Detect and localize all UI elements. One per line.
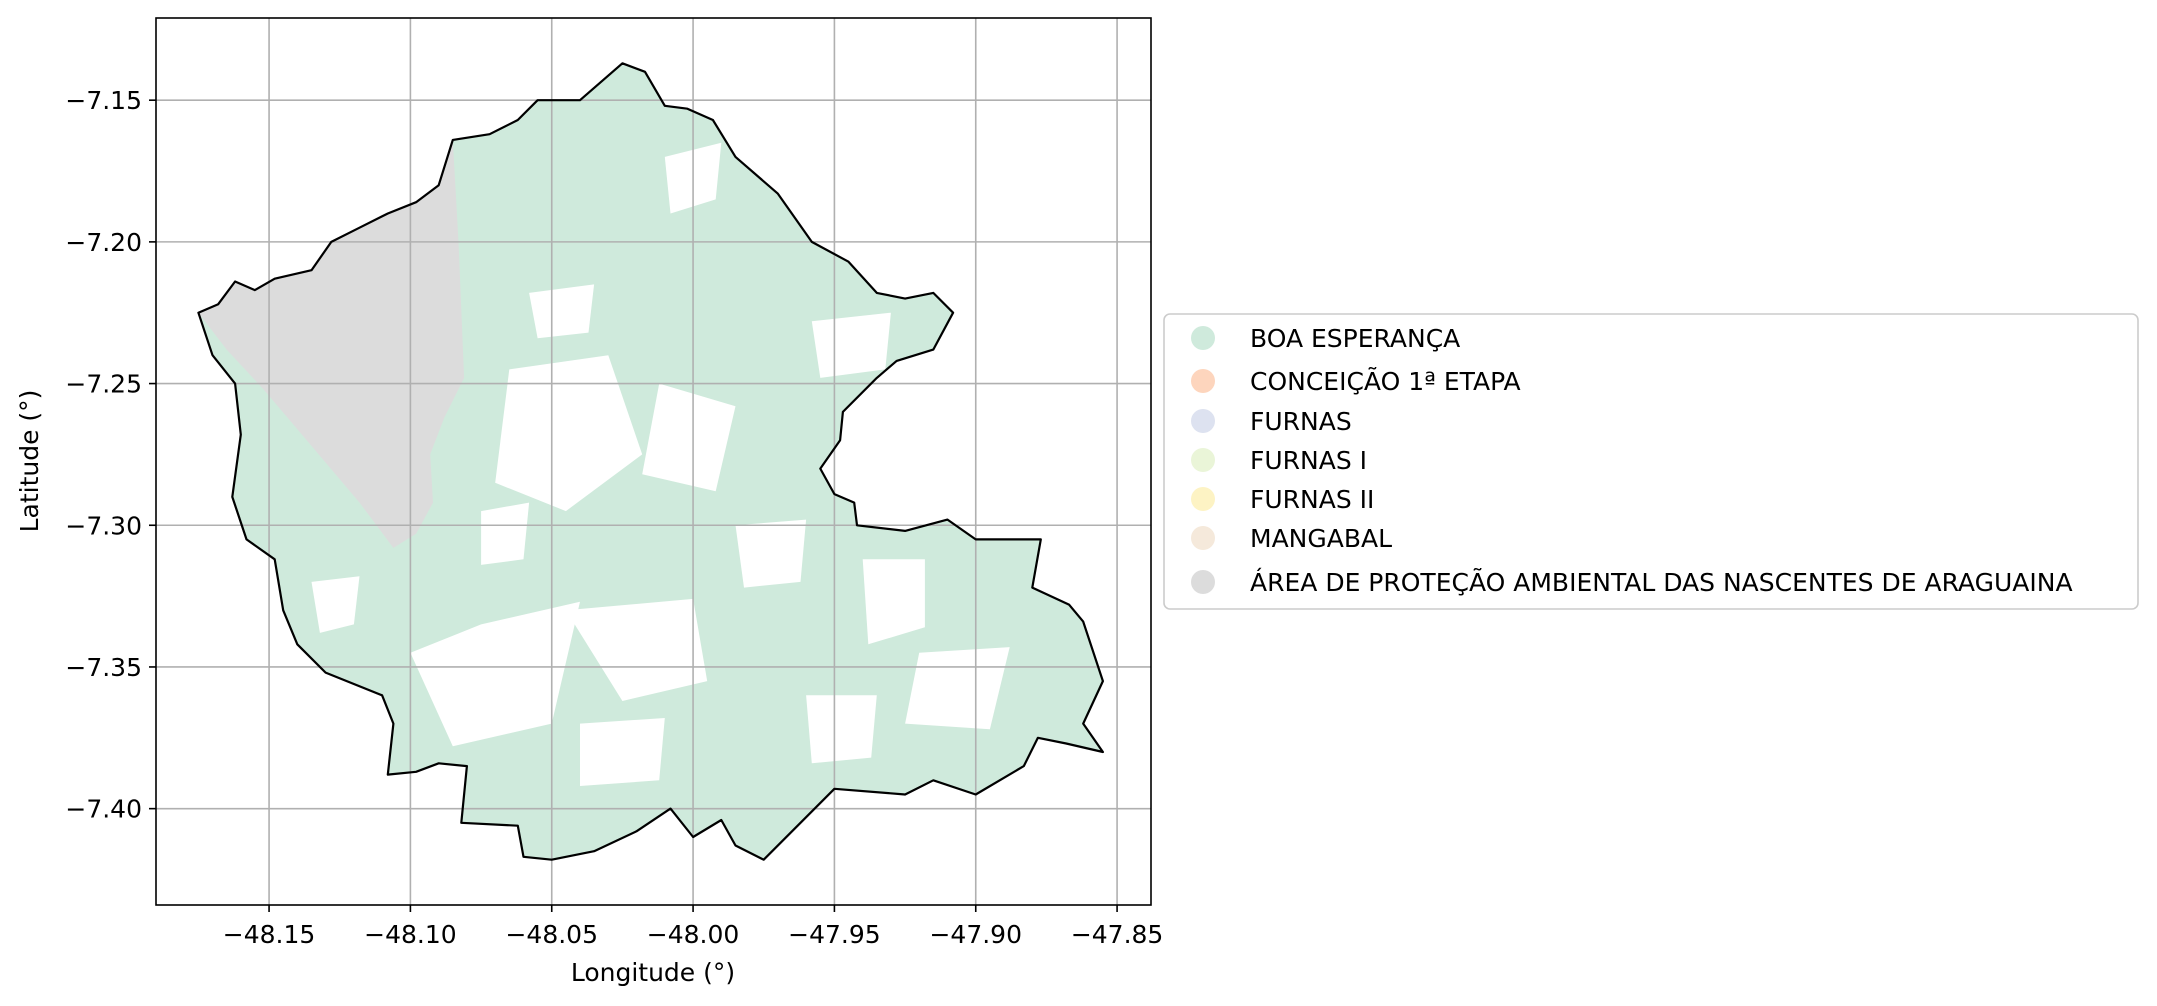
legend-label: FURNAS — [1250, 407, 1352, 436]
y-tick-label: −7.30 — [65, 511, 142, 540]
legend-marker — [1191, 487, 1215, 511]
unassigned-area — [410, 601, 580, 747]
unassigned-area — [529, 284, 595, 339]
axes-frame — [155, 17, 1152, 906]
ticks-layer: −48.15 −48.10 −48.05 −48.00 −47.95 −47.90 −47.… — [65, 86, 1163, 949]
legend-marker — [1191, 409, 1215, 433]
x-tick-label: −48.15 — [223, 920, 316, 949]
unassigned-area — [862, 559, 925, 645]
unassigned-area — [642, 383, 736, 492]
legend-marker — [1191, 448, 1215, 472]
legend-label: BOA ESPERANÇA — [1250, 324, 1460, 353]
legend: BOA ESPERANÇA CONCEIÇÃO 1ª ETAPA FURNAS FUR… — [1163, 313, 2139, 610]
x-tick-label: −48.10 — [364, 920, 457, 949]
legend-label: FURNAS I — [1250, 446, 1367, 475]
y-tick-label: −7.35 — [65, 653, 142, 682]
y-tick-label: −7.40 — [65, 795, 142, 824]
x-axis-label: Longitude (°) — [571, 958, 735, 987]
legend-items: BOA ESPERANÇA CONCEIÇÃO 1ª ETAPA FURNAS FUR… — [1191, 324, 2073, 597]
x-tick-label: −48.05 — [505, 920, 598, 949]
grid-layer — [156, 18, 1151, 905]
y-tick-label: −7.15 — [65, 86, 142, 115]
legend-marker — [1191, 570, 1215, 594]
unassigned-area — [565, 598, 708, 701]
legend-label: FURNAS II — [1250, 485, 1374, 514]
legend-label: ÁREA DE PROTEÇÃO AMBIENTAL DAS NASCENTES… — [1250, 567, 2073, 597]
y-axis-label: Latitude (°) — [15, 390, 44, 533]
map-fill-layer — [198, 63, 1103, 860]
legend-frame — [1163, 313, 2139, 610]
x-tick-label: −47.95 — [788, 920, 881, 949]
unassigned-area — [806, 695, 877, 764]
plot-area: −48.15 −48.10 −48.05 −48.00 −47.95 −47.90 −47.… — [65, 17, 1163, 949]
unassigned-area — [735, 519, 807, 588]
municipal-boundary-layer — [197, 62, 1105, 861]
x-tick-label: −47.90 — [929, 920, 1022, 949]
unassigned-area — [495, 355, 643, 512]
unassigned-area — [811, 312, 891, 378]
legend-label: CONCEIÇÃO 1ª ETAPA — [1250, 366, 1521, 396]
unassigned-area — [311, 576, 360, 633]
legend-marker — [1191, 526, 1215, 550]
unassigned-area — [580, 718, 665, 786]
legend-label: MANGABAL — [1250, 524, 1392, 553]
x-tick-label: −48.00 — [647, 920, 740, 949]
unassigned-area — [481, 502, 530, 565]
legend-marker — [1191, 326, 1215, 350]
y-tick-label: −7.25 — [65, 370, 142, 399]
x-tick-label: −47.85 — [1071, 920, 1164, 949]
legend-marker — [1191, 369, 1215, 393]
y-tick-label: −7.20 — [65, 228, 142, 257]
municipal-boundary — [197, 62, 1105, 861]
